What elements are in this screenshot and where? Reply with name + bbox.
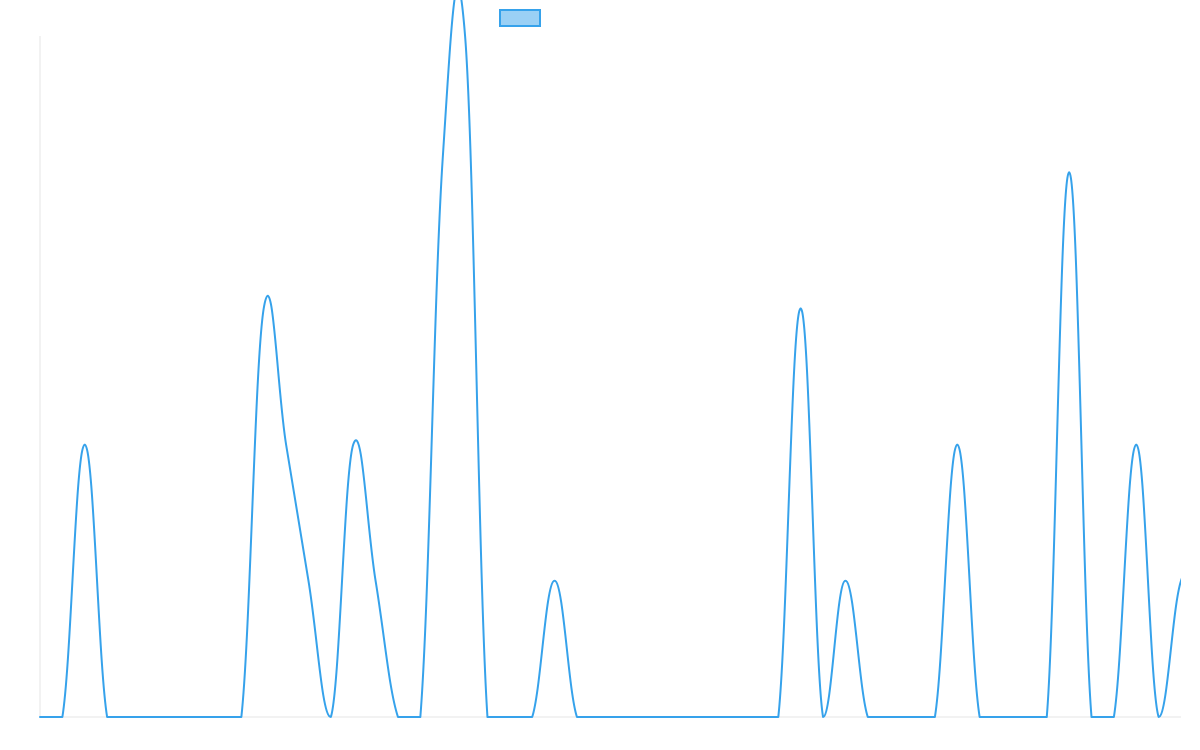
legend-swatch[interactable]	[499, 9, 541, 27]
legend[interactable]	[499, 9, 541, 27]
series-layer	[39, 0, 1181, 719]
series-line-0	[39, 0, 1181, 719]
